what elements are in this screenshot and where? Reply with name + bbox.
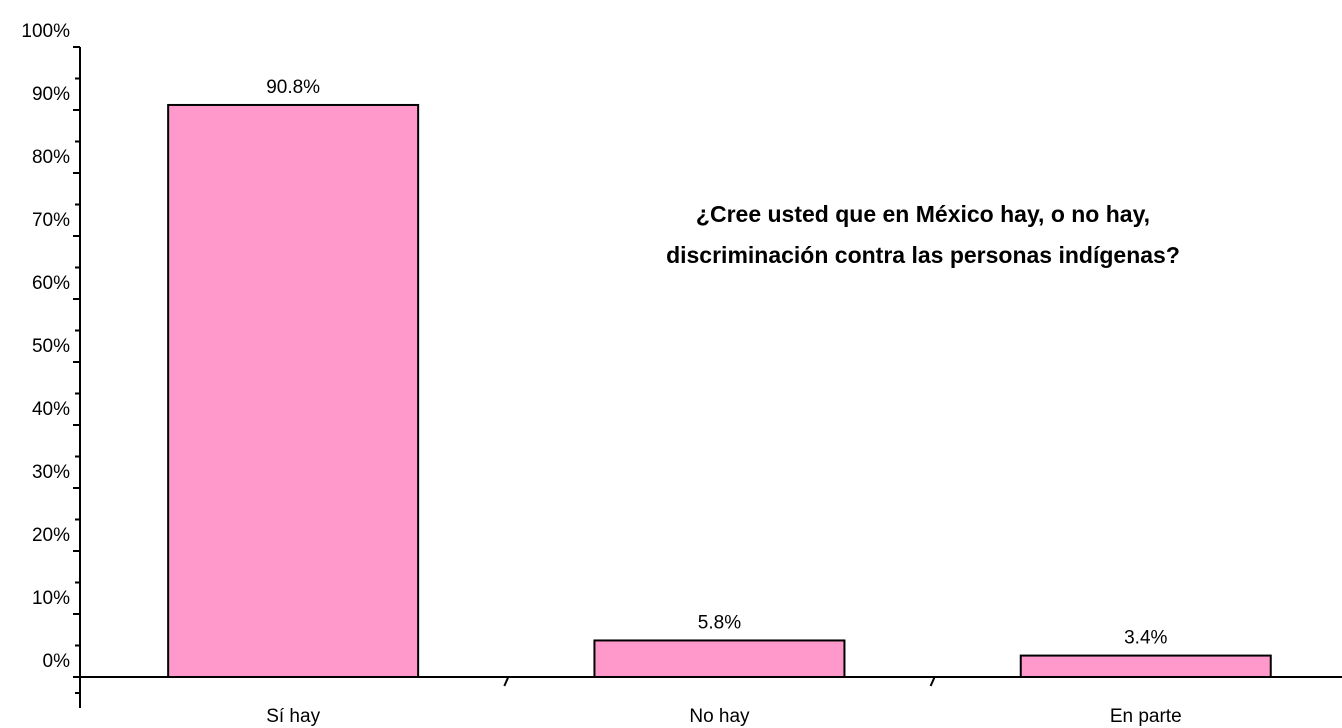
y-tick-label: 0% — [43, 651, 71, 672]
x-axis-breaks — [503, 676, 936, 687]
bar — [167, 103, 420, 678]
y-tick-label: 90% — [32, 84, 70, 105]
category-labels: Sí hay No hay En parte — [266, 706, 1181, 727]
y-tick-label: 100% — [21, 21, 70, 42]
x-axis — [80, 676, 1342, 687]
data-labels: 90.8% 5.8% 3.4% — [266, 77, 1167, 649]
bars — [167, 103, 1272, 679]
y-tick-label: 40% — [32, 399, 70, 420]
bar — [1019, 654, 1272, 679]
y-ticks: 0% 10% 20% 30% 40% 50% 60% 70% 80% 90% 100% — [21, 21, 80, 694]
x-category-divider — [503, 676, 510, 687]
data-label: 5.8% — [698, 612, 741, 633]
y-tick-label: 20% — [32, 525, 70, 546]
chart-title-line-1: ¿Cree usted que en México hay, o no hay, — [696, 201, 1150, 227]
x-category-divider — [929, 676, 936, 687]
y-tick-label: 10% — [32, 588, 70, 609]
data-label: 3.4% — [1124, 628, 1167, 649]
y-tick-label: 30% — [32, 462, 70, 483]
data-label: 90.8% — [266, 77, 320, 98]
y-tick-label: 80% — [32, 147, 70, 168]
y-axis: 0% 10% 20% 30% 40% 50% 60% 70% 80% 90% 100% — [21, 21, 81, 708]
bar — [593, 639, 846, 679]
y-tick-label: 50% — [32, 336, 70, 357]
y-tick-label: 70% — [32, 210, 70, 231]
chart-title: ¿Cree usted que en México hay, o no hay,… — [666, 201, 1180, 268]
chart-title-line-2: discriminación contra las personas indíg… — [666, 242, 1180, 268]
y-tick-label: 60% — [32, 273, 70, 294]
category-label: En parte — [1110, 706, 1182, 727]
category-label: No hay — [689, 706, 750, 727]
category-label: Sí hay — [266, 706, 320, 727]
